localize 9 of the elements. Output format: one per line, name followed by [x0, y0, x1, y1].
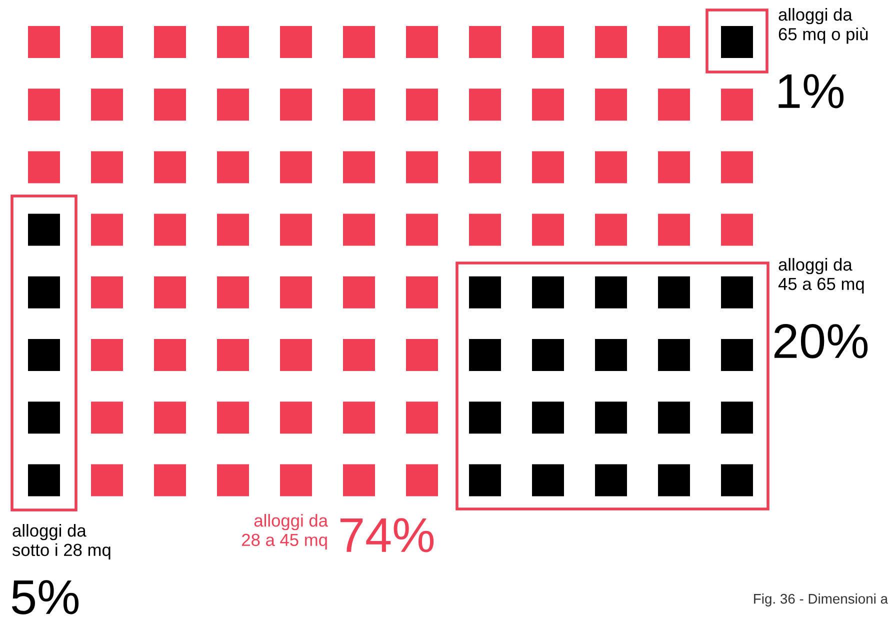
category-label: alloggi da 65 mq o più: [778, 8, 868, 44]
data-label: 1%: [778, 74, 844, 108]
data-label: 20%: [774, 324, 868, 358]
category-label: alloggi da sotto i 28 mq: [12, 524, 110, 560]
data-label: 5%: [12, 580, 79, 614]
category-label: alloggi da 28 a 45 mq: [242, 514, 328, 550]
caption: Fig. 36 - Dimensioni a: [754, 594, 888, 606]
category-label: alloggi da 45 a 65 mq: [778, 258, 864, 294]
data-label: 74%: [340, 518, 434, 552]
